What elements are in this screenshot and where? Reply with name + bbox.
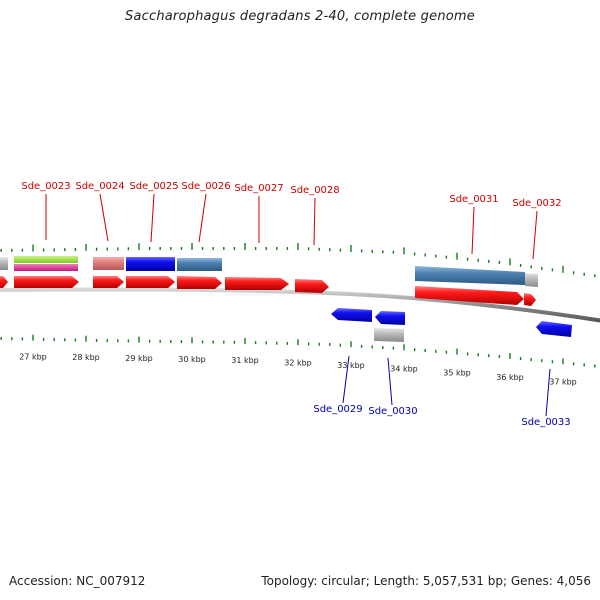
feature-bar-steel[interactable]	[177, 258, 222, 271]
scale-tick-label: 28 kbp	[72, 353, 100, 362]
gene-label-forward[interactable]: Sde_0024	[75, 181, 124, 192]
feature-bar-gray-reverse[interactable]	[374, 328, 404, 342]
scale-tick-label: 36 kbp	[496, 373, 524, 382]
gene-label-forward[interactable]: Sde_0032	[512, 198, 561, 209]
accession-info: Accession: NC_007912	[9, 574, 145, 588]
gene-label-reverse-leader	[545, 368, 551, 417]
gene-label-forward[interactable]: Sde_0028	[290, 185, 339, 196]
gene-label-reverse[interactable]: Sde_0033	[521, 417, 570, 428]
gene-labels: Sde_0023 Sde_0024 Sde_0025 Sde_0026 Sde_0027…	[21, 181, 570, 428]
scale-tick-label: 33 kbp	[337, 361, 365, 370]
cds-arrow-forward[interactable]	[14, 276, 79, 288]
gene-label-forward-leader	[198, 193, 207, 243]
gene-label-forward-leader	[532, 210, 538, 260]
forward-cds-track	[0, 276, 536, 306]
gene-label-forward-leader	[99, 193, 109, 242]
gene-label-reverse[interactable]: Sde_0030	[368, 406, 417, 417]
accession-value[interactable]: NC_007912	[76, 574, 146, 588]
gene-label-forward[interactable]: Sde_0026	[181, 181, 230, 192]
cds-arrow-reverse[interactable]	[375, 311, 405, 325]
gene-label-forward-leader	[150, 193, 155, 243]
cds-arrow-reverse[interactable]	[536, 321, 572, 337]
scale-tick-label: 34 kbp	[390, 364, 418, 373]
genome-summary: Topology: circular; Length: 5,057,531 bp…	[261, 574, 591, 588]
scale-tick-label: 32 kbp	[284, 358, 312, 367]
tick-track-inner	[0, 334, 596, 368]
cds-arrow-forward[interactable]	[177, 276, 222, 289]
feature-bar-green[interactable]	[14, 256, 78, 263]
gene-label-reverse[interactable]: Sde_0029	[313, 404, 362, 415]
feature-bar-steel-long[interactable]	[415, 266, 525, 285]
gene-label-forward[interactable]: Sde_0025	[129, 181, 178, 192]
feature-bar-gray-right[interactable]	[525, 273, 538, 287]
cds-arrow-forward[interactable]	[93, 276, 124, 288]
outer-feature-track	[0, 256, 538, 287]
gene-label-forward[interactable]: Sde_0027	[234, 183, 283, 194]
genes-value: 4,056	[556, 574, 591, 588]
gene-label-leaders	[45, 193, 551, 417]
cds-arrow-forward[interactable]	[0, 276, 8, 288]
cds-arrow-forward[interactable]	[295, 279, 329, 293]
topology-label: Topology:	[261, 574, 318, 588]
gene-label-forward-leader	[313, 197, 316, 246]
gene-label-reverse-leader	[387, 357, 393, 406]
genome-backbone	[0, 287, 600, 323]
feature-bar-gray-left[interactable]	[0, 257, 8, 270]
scale-tick-label: 35 kbp	[443, 369, 471, 378]
gene-label-reverse-leader	[342, 355, 350, 404]
gene-label-forward[interactable]: Sde_0031	[449, 194, 498, 205]
cds-arrow-forward[interactable]	[126, 276, 175, 288]
gene-label-forward-leader	[471, 206, 475, 255]
scale-tick-label: 31 kbp	[231, 356, 259, 365]
gene-label-forward[interactable]: Sde_0023	[21, 181, 70, 192]
cds-arrow-forward[interactable]	[524, 293, 536, 306]
cds-arrow-forward[interactable]	[415, 286, 524, 305]
tick-track-outer	[0, 243, 596, 278]
scale-tick-label: 27 kbp	[19, 352, 47, 361]
feature-bar-salmon[interactable]	[93, 257, 124, 270]
topology-value: circular	[321, 574, 366, 588]
genome-title: Saccharophagus degradans 2-40, complete …	[125, 9, 475, 24]
scale-tick-label: 29 kbp	[125, 354, 153, 363]
reverse-cds-track	[331, 308, 572, 342]
scale-tick-label: 30 kbp	[178, 355, 206, 364]
genes-label: Genes:	[510, 574, 553, 588]
scale-tick-label: 37 kbp	[549, 378, 577, 387]
feature-bar-blue[interactable]	[126, 257, 175, 271]
accession-label: Accession:	[9, 574, 73, 588]
scale-labels: 27 kbp 28 kbp 29 kbp 30 kbp 31 kbp 32 kbp 33 k…	[19, 352, 577, 386]
length-label: Length:	[373, 574, 420, 588]
cds-arrow-forward[interactable]	[225, 277, 289, 290]
feature-bar-magenta[interactable]	[14, 264, 78, 271]
length-value: 5,057,531 bp	[422, 574, 503, 588]
cds-arrow-reverse[interactable]	[331, 308, 372, 322]
